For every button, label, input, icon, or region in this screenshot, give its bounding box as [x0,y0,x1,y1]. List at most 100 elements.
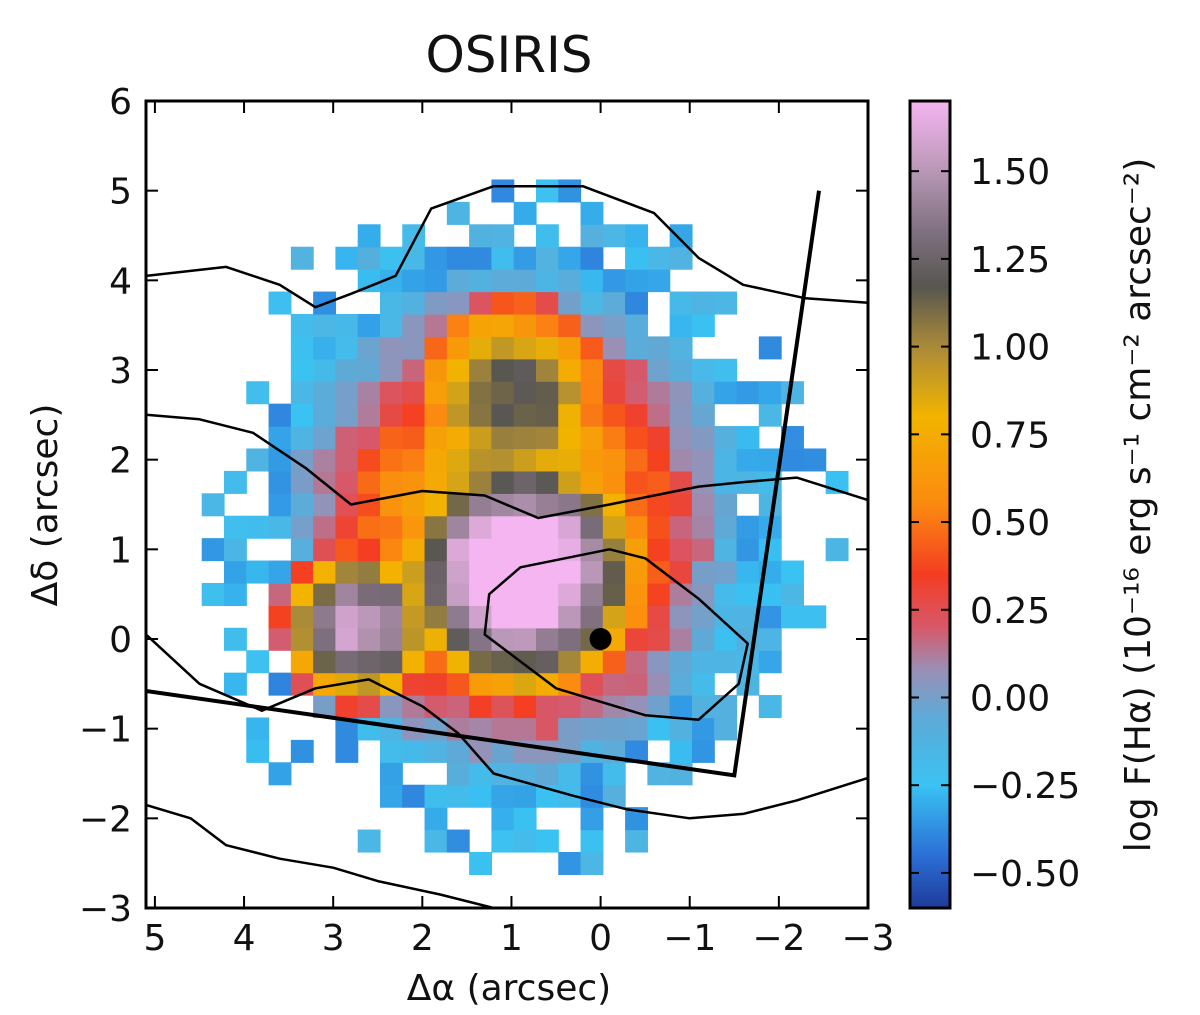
flux-pixel [513,246,537,270]
flux-pixel [558,695,582,719]
flux-pixel [424,672,448,696]
flux-pixel [669,650,693,674]
flux-pixel [469,470,492,494]
flux-pixel [469,784,492,808]
flux-pixel [335,246,359,270]
flux-pixel [357,358,381,382]
flux-pixel [268,493,292,517]
flux-pixel [491,650,515,674]
flux-pixel [268,291,292,315]
flux-pixel [535,269,559,293]
flux-pixel [758,650,782,674]
flux-pixel [736,560,760,584]
flux-pixel [625,739,648,763]
flux-pixel [602,224,626,248]
flux-pixel [513,269,537,293]
flux-pixel [647,515,671,539]
contour-upper [146,413,868,520]
flux-pixel [558,358,582,382]
flux-pixel [491,605,515,629]
flux-pixel [469,358,492,382]
flux-pixel [379,426,403,450]
flux-pixel [469,582,492,606]
flux-pixel [402,672,426,696]
flux-pixel [758,627,782,651]
flux-pixel [446,403,470,427]
flux-pixel [580,336,604,360]
flux-pixel [446,448,470,472]
flux-pixel [357,672,381,696]
y-tick-label: −1 [79,710,132,751]
flux-pixel [290,493,314,517]
flux-pixel [758,381,782,405]
flux-pixel [402,493,426,517]
flux-pixel [691,739,715,763]
flux-pixel [647,246,671,270]
flux-pixel [402,627,426,651]
flux-pixel [825,538,849,562]
x-axis-label: Δα (arcsec) [407,968,611,1009]
flux-pixel [513,403,537,427]
flux-pixel [335,605,359,629]
flux-pixel [669,358,693,382]
flux-pixel [290,381,314,405]
flux-pixel [558,448,582,472]
flux-pixel [491,493,515,517]
flux-pixel [313,538,337,562]
contour-top [146,184,868,309]
flux-pixel [714,695,738,719]
y-tick-label: 5 [109,172,132,213]
flux-pixel [602,784,626,808]
flux-pixel [625,582,648,606]
flux-pixel [402,291,426,315]
flux-pixel [424,582,448,606]
flux-pixel [402,538,426,562]
colorbar-tick-label: 0.75 [970,415,1050,456]
flux-pixel [446,269,470,293]
flux-pixel [402,358,426,382]
flux-pixel [290,470,314,494]
y-axis-label: Δδ (arcsec) [25,404,66,607]
flux-pixel [313,582,337,606]
flux-pixel [558,851,582,875]
flux-pixel [491,426,515,450]
y-tick-label: 4 [109,261,132,302]
flux-pixel [580,829,604,853]
colorbar-tick-label: −0.50 [970,854,1080,895]
flux-pixel [669,403,693,427]
flux-pixel [491,448,515,472]
flux-pixel [379,291,403,315]
flux-pixel [647,717,671,741]
flux-pixel [535,426,559,450]
flux-pixel [714,470,738,494]
flux-pixel [513,336,537,360]
flux-pixel [580,784,604,808]
flux-pixel-grid [201,179,849,875]
flux-pixel [357,695,381,719]
flux-pixel [446,582,470,606]
colorbar-tick-label: 0.50 [970,503,1050,544]
flux-pixel [647,381,671,405]
flux-pixel [758,605,782,629]
flux-pixel [691,560,715,584]
flux-pixel [625,627,648,651]
flux-pixel [402,739,426,763]
flux-pixel [758,403,782,427]
y-tick-label: 1 [109,530,132,571]
flux-pixel [379,582,403,606]
flux-pixel [469,381,492,405]
flux-pixel [402,695,426,719]
flux-pixel [290,605,314,629]
flux-pixel [535,829,559,853]
flux-pixel [558,246,582,270]
flux-pixel [268,470,292,494]
flux-pixel [491,381,515,405]
flux-pixel [558,336,582,360]
flux-pixel [781,582,804,606]
flux-pixel [290,313,314,337]
flux-pixel [669,493,693,517]
flux-pixel [335,493,359,517]
flux-pixel [424,470,448,494]
flux-pixel [313,493,337,517]
flux-pixel [290,672,314,696]
